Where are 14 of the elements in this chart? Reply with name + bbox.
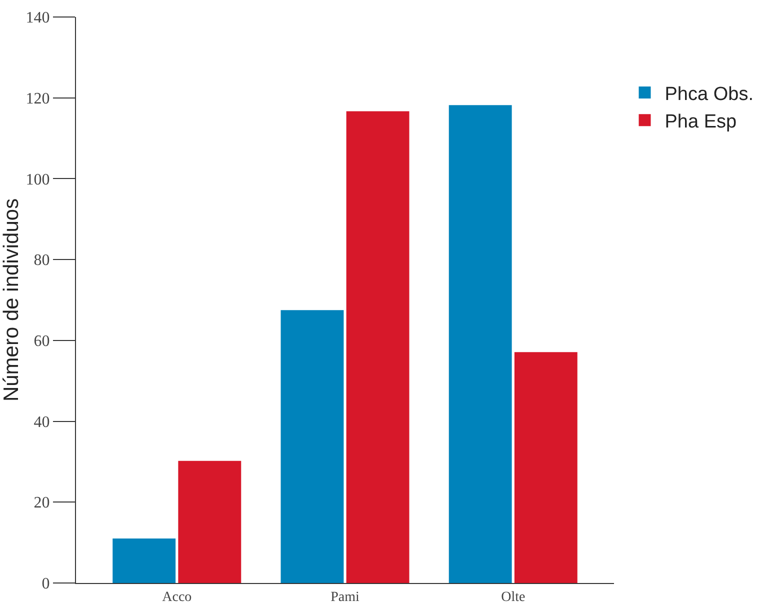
y-axis-title: Número de individuos: [0, 198, 23, 402]
legend-label: Phca Obs.: [664, 84, 754, 105]
y-tick-label: 0: [42, 576, 50, 593]
y-tick-label: 140: [26, 10, 50, 27]
y-tick-label: 60: [34, 333, 50, 350]
y-tick-label: 120: [26, 90, 50, 108]
legend-label: Pha Esp: [664, 112, 737, 133]
x-tick-label: Acco: [162, 590, 192, 605]
y-tick-label: 40: [34, 414, 50, 431]
y-tick-label: 100: [26, 171, 50, 188]
y-tick-label: 80: [34, 252, 50, 270]
x-tick-label: Olte: [501, 590, 526, 605]
y-tick-label: 20: [34, 494, 50, 512]
x-tick-label: Pami: [330, 590, 360, 605]
